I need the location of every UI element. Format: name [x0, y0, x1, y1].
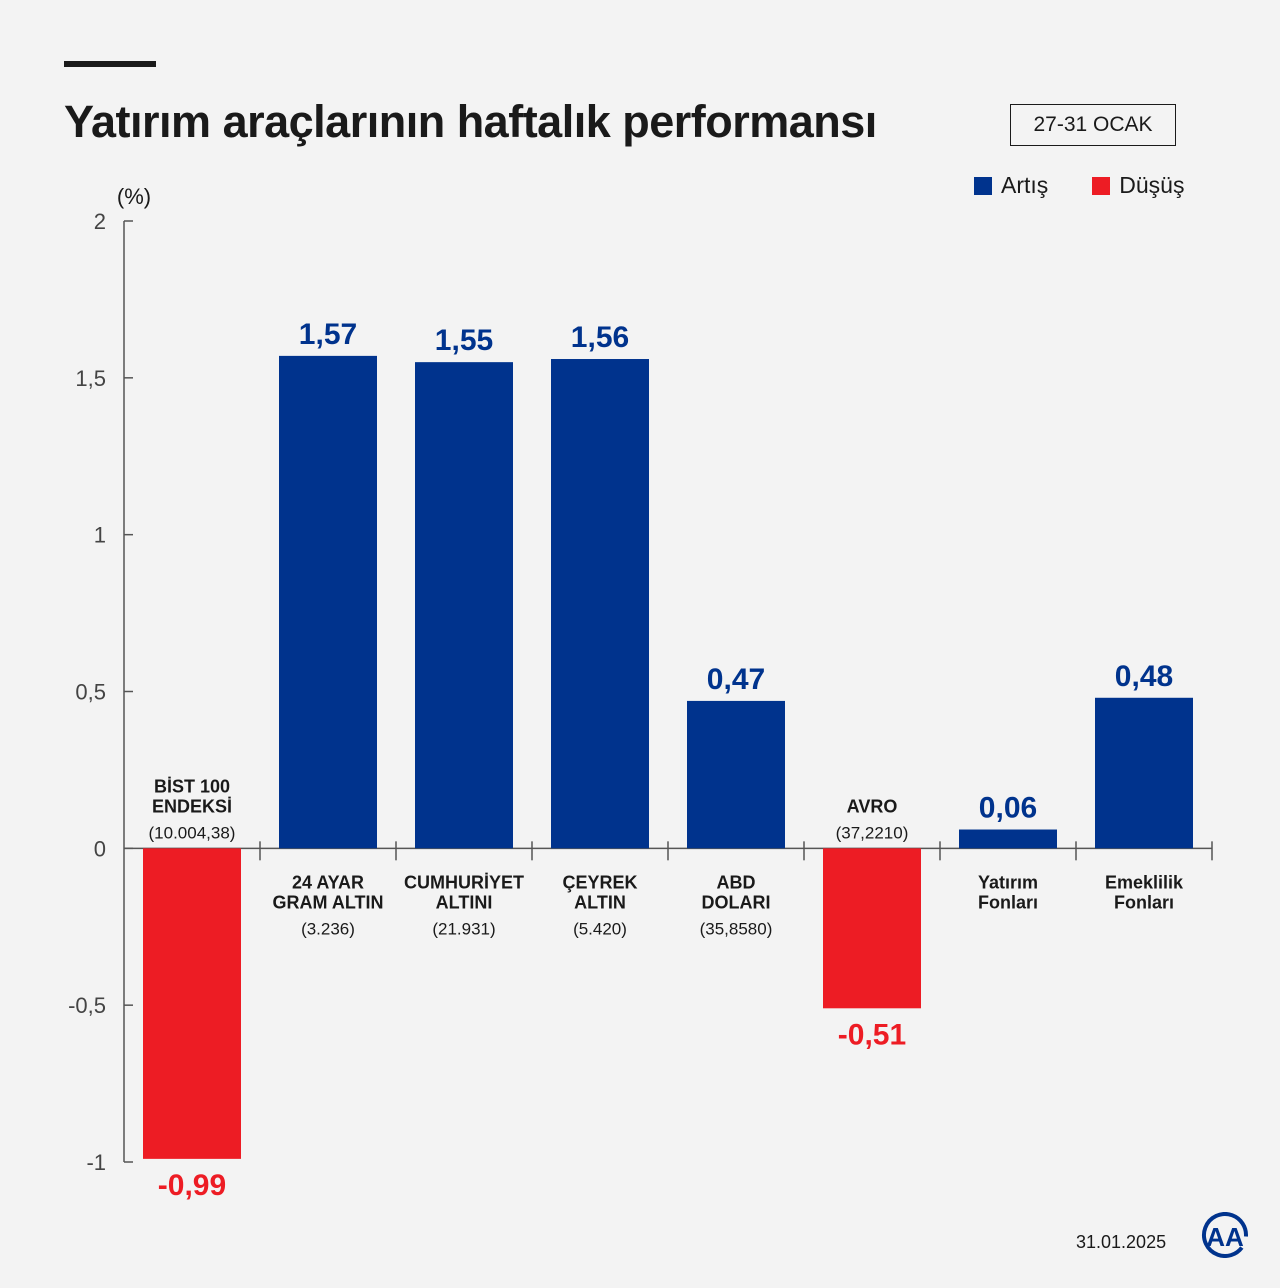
date-range-text: 27-31 OCAK — [1033, 113, 1153, 136]
legend-swatch-decrease — [1092, 176, 1111, 195]
y-tick-label: 2 — [94, 209, 106, 234]
bar — [687, 700, 785, 849]
legend-label-decrease: Düşüş — [1119, 172, 1185, 198]
category-sublabel: (5.420) — [573, 919, 627, 938]
value-label: -0,99 — [158, 1169, 226, 1202]
bar — [143, 848, 241, 1159]
y-tick-label: 1 — [94, 523, 106, 548]
category-label: BİST 100 — [154, 776, 230, 796]
value-label: 1,55 — [435, 324, 493, 357]
bar — [959, 829, 1057, 849]
category-label: ENDEKSİ — [152, 796, 232, 816]
category-sublabel: (3.236) — [301, 919, 355, 938]
category-label: GRAM ALTIN — [273, 892, 384, 912]
bar — [1095, 697, 1193, 849]
logo-text: AA — [1206, 1222, 1244, 1252]
legend-item-increase: Artış — [974, 172, 1048, 199]
category-label: Fonları — [1114, 892, 1174, 912]
bar — [823, 848, 921, 1009]
category-label: ALTIN — [574, 892, 626, 912]
category-label: Yatırım — [978, 872, 1038, 892]
category-label: ÇEYREK — [562, 872, 637, 892]
value-label: 0,06 — [979, 792, 1037, 825]
bar — [415, 362, 513, 849]
y-tick-label: 0 — [94, 836, 106, 861]
y-tick-label: -1 — [86, 1150, 106, 1175]
category-label: Emeklilik — [1105, 872, 1184, 892]
title-accent-rule — [64, 61, 156, 67]
publish-date: 31.01.2025 — [1076, 1232, 1167, 1252]
category-sublabel: (37,2210) — [836, 823, 909, 842]
value-label: 1,56 — [571, 321, 629, 354]
value-label: -0,51 — [838, 1018, 906, 1051]
y-tick-label: 0,5 — [75, 680, 106, 705]
category-label: 24 AYAR — [292, 872, 364, 892]
chart-title: Yatırım araçlarının haftalık performansı — [64, 96, 877, 147]
legend-item-decrease: Düşüş — [1092, 172, 1184, 199]
category-sublabel: (21.931) — [432, 919, 495, 938]
legend-swatch-increase — [974, 176, 992, 195]
category-label: ABD — [717, 872, 756, 892]
legend: Artış Düşüş — [974, 172, 1184, 199]
category-label: Fonları — [978, 892, 1038, 912]
date-range-badge: 27-31 OCAK — [1010, 104, 1176, 146]
y-tick-label: -0,5 — [68, 993, 106, 1018]
value-label: 0,48 — [1115, 660, 1173, 693]
y-axis-label: (%) — [117, 184, 151, 209]
aa-logo-icon: AA — [1202, 1212, 1248, 1258]
category-label: ALTINI — [436, 892, 493, 912]
bar — [551, 359, 649, 849]
category-label: AVRO — [847, 796, 898, 816]
y-tick-label: 1,5 — [75, 366, 106, 391]
value-label: 1,57 — [299, 318, 357, 351]
bar — [279, 355, 377, 849]
category-label: CUMHURİYET — [404, 872, 524, 892]
category-sublabel: (35,8580) — [700, 919, 773, 938]
legend-label-increase: Artış — [1001, 172, 1049, 198]
category-label: DOLARI — [702, 892, 771, 912]
category-sublabel: (10.004,38) — [149, 823, 236, 842]
value-label: 0,47 — [707, 663, 765, 696]
